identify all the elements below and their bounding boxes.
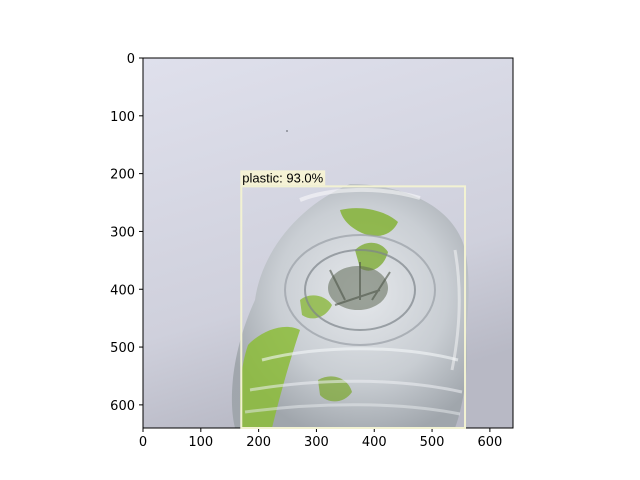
- x-tick-label: 400: [362, 435, 387, 450]
- x-tick-label: 200: [246, 435, 271, 450]
- x-axis: 0 100 200 300 400 500 600: [139, 428, 502, 450]
- y-tick-label: 200: [110, 168, 135, 183]
- detection-label: plastic: 93.0%: [242, 170, 323, 185]
- x-tick-label: 100: [188, 435, 213, 450]
- x-tick-label: 0: [139, 435, 147, 450]
- x-tick-label: 600: [477, 435, 502, 450]
- y-tick-label: 500: [110, 341, 135, 356]
- detection-label-background: [240, 170, 326, 186]
- y-tick-label: 0: [127, 52, 135, 67]
- y-axis: 0 100 200 300 400 500 600: [110, 52, 143, 414]
- photo: [143, 58, 513, 428]
- y-tick-label: 100: [110, 110, 135, 125]
- y-tick-label: 300: [110, 225, 135, 240]
- y-tick-label: 600: [110, 399, 135, 414]
- y-tick-label: 400: [110, 283, 135, 298]
- x-tick-label: 500: [420, 435, 445, 450]
- x-tick-label: 300: [304, 435, 329, 450]
- detection-box: [240, 185, 467, 429]
- plastic-bottle: [231, 184, 469, 428]
- detection: plastic: 93.0%: [240, 170, 467, 429]
